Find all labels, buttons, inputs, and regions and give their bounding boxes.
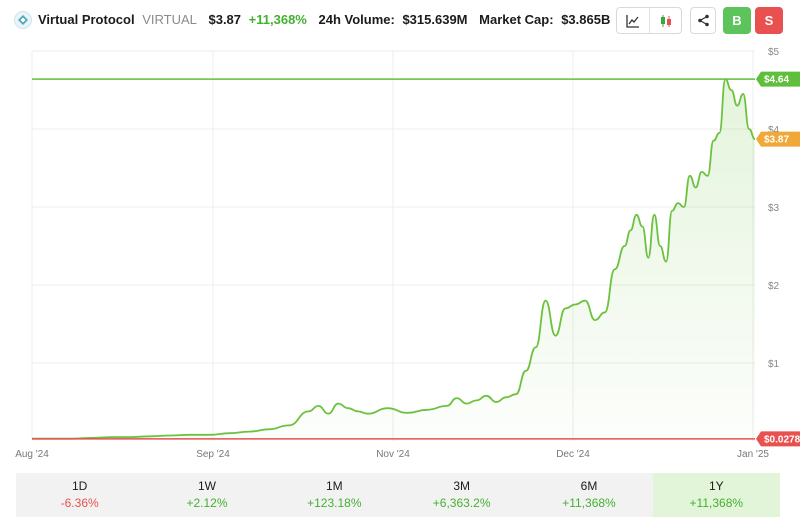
performance-period-value: +2.12% [186,496,228,510]
volume-value: $315.639M [402,12,468,27]
price-chart: $5 $4 $3 $2 $1 Aug '24 Sep '24 Nov '24 Dec '24 Ja… [0,44,800,464]
svg-text:$0.0278: $0.0278 [764,434,800,445]
x-tick-label: Nov '24 [376,449,410,460]
high-price-tag: $4.64 [756,71,800,87]
low-price-tag: $0.0278 [756,431,800,447]
line-chart-icon [626,14,639,28]
performance-period-label: 1D [71,479,88,493]
performance-period-value: +11,368% [689,496,744,510]
market-cap-value: $3.865B [561,12,611,27]
share-icon [697,14,709,27]
performance-period-label: 1M [325,479,343,493]
performance-period-1d[interactable]: 1D -6.36% [16,473,143,517]
y-tick-label: $2 [768,281,780,292]
candlestick-icon [660,14,671,27]
market-cap-label: Market Cap: [479,12,554,27]
coin-symbol: VIRTUAL [142,12,197,27]
chart-header: Virtual Protocol VIRTUAL $3.87 +11,368% … [0,0,800,40]
price-line [32,78,756,440]
performance-period-6m[interactable]: 6M +11,368% [525,473,652,517]
y-tick-label: $3 [768,203,780,214]
x-tick-label: Sep '24 [196,449,230,460]
price-area [32,79,755,441]
price-chart-svg: $5 $4 $3 $2 $1 Aug '24 Sep '24 Nov '24 Dec '24 Ja… [15,47,800,460]
performance-period-value: +6,363.2% [432,496,491,510]
x-tick-label: Jan '25 [737,449,769,460]
chart-type-toggle [616,7,682,34]
performance-period-label: 1W [197,479,216,493]
performance-period-1y[interactable]: 1Y +11,368% [652,473,780,517]
y-tick-label: $5 [768,47,780,58]
coin-price: $3.87 [208,12,242,27]
performance-period-3m[interactable]: 3M +6,363.2% [398,473,525,517]
svg-text:$3.87: $3.87 [764,135,789,146]
x-tick-label: Dec '24 [556,449,590,460]
share-button[interactable] [690,7,716,34]
y-tick-label: $1 [768,359,780,370]
performance-period-value: -6.36% [60,496,99,510]
performance-period-1w[interactable]: 1W +2.12% [143,473,270,517]
svg-text:$4.64: $4.64 [764,75,789,86]
performance-period-value: +11,368% [562,496,616,510]
x-tick-label: Aug '24 [15,449,49,460]
performance-bar: 1D -6.36% 1W +2.12% 1M +123.18% 3M +6,363.2% 6M +… [16,473,780,517]
title-row: Virtual Protocol VIRTUAL $3.87 +11,368% … [38,11,618,29]
buy-button[interactable]: B [723,7,751,34]
candlestick-chart-button[interactable] [649,8,681,33]
y-tick-label: $4 [768,125,780,136]
virtual-logo-icon [14,11,32,29]
current-price-tag: $3.87 [756,131,800,147]
performance-period-label: 3M [453,479,470,493]
sell-button[interactable]: S [755,7,783,34]
coin-name: Virtual Protocol [38,12,135,27]
line-chart-button[interactable] [617,8,649,33]
performance-period-label: 1Y [708,479,724,493]
performance-period-label: 6M [580,479,598,493]
price-change: +11,368% [248,12,307,27]
performance-period-value: +123.18% [307,496,362,510]
volume-label: 24h Volume: [318,12,395,27]
performance-period-1m[interactable]: 1M +123.18% [271,473,398,517]
